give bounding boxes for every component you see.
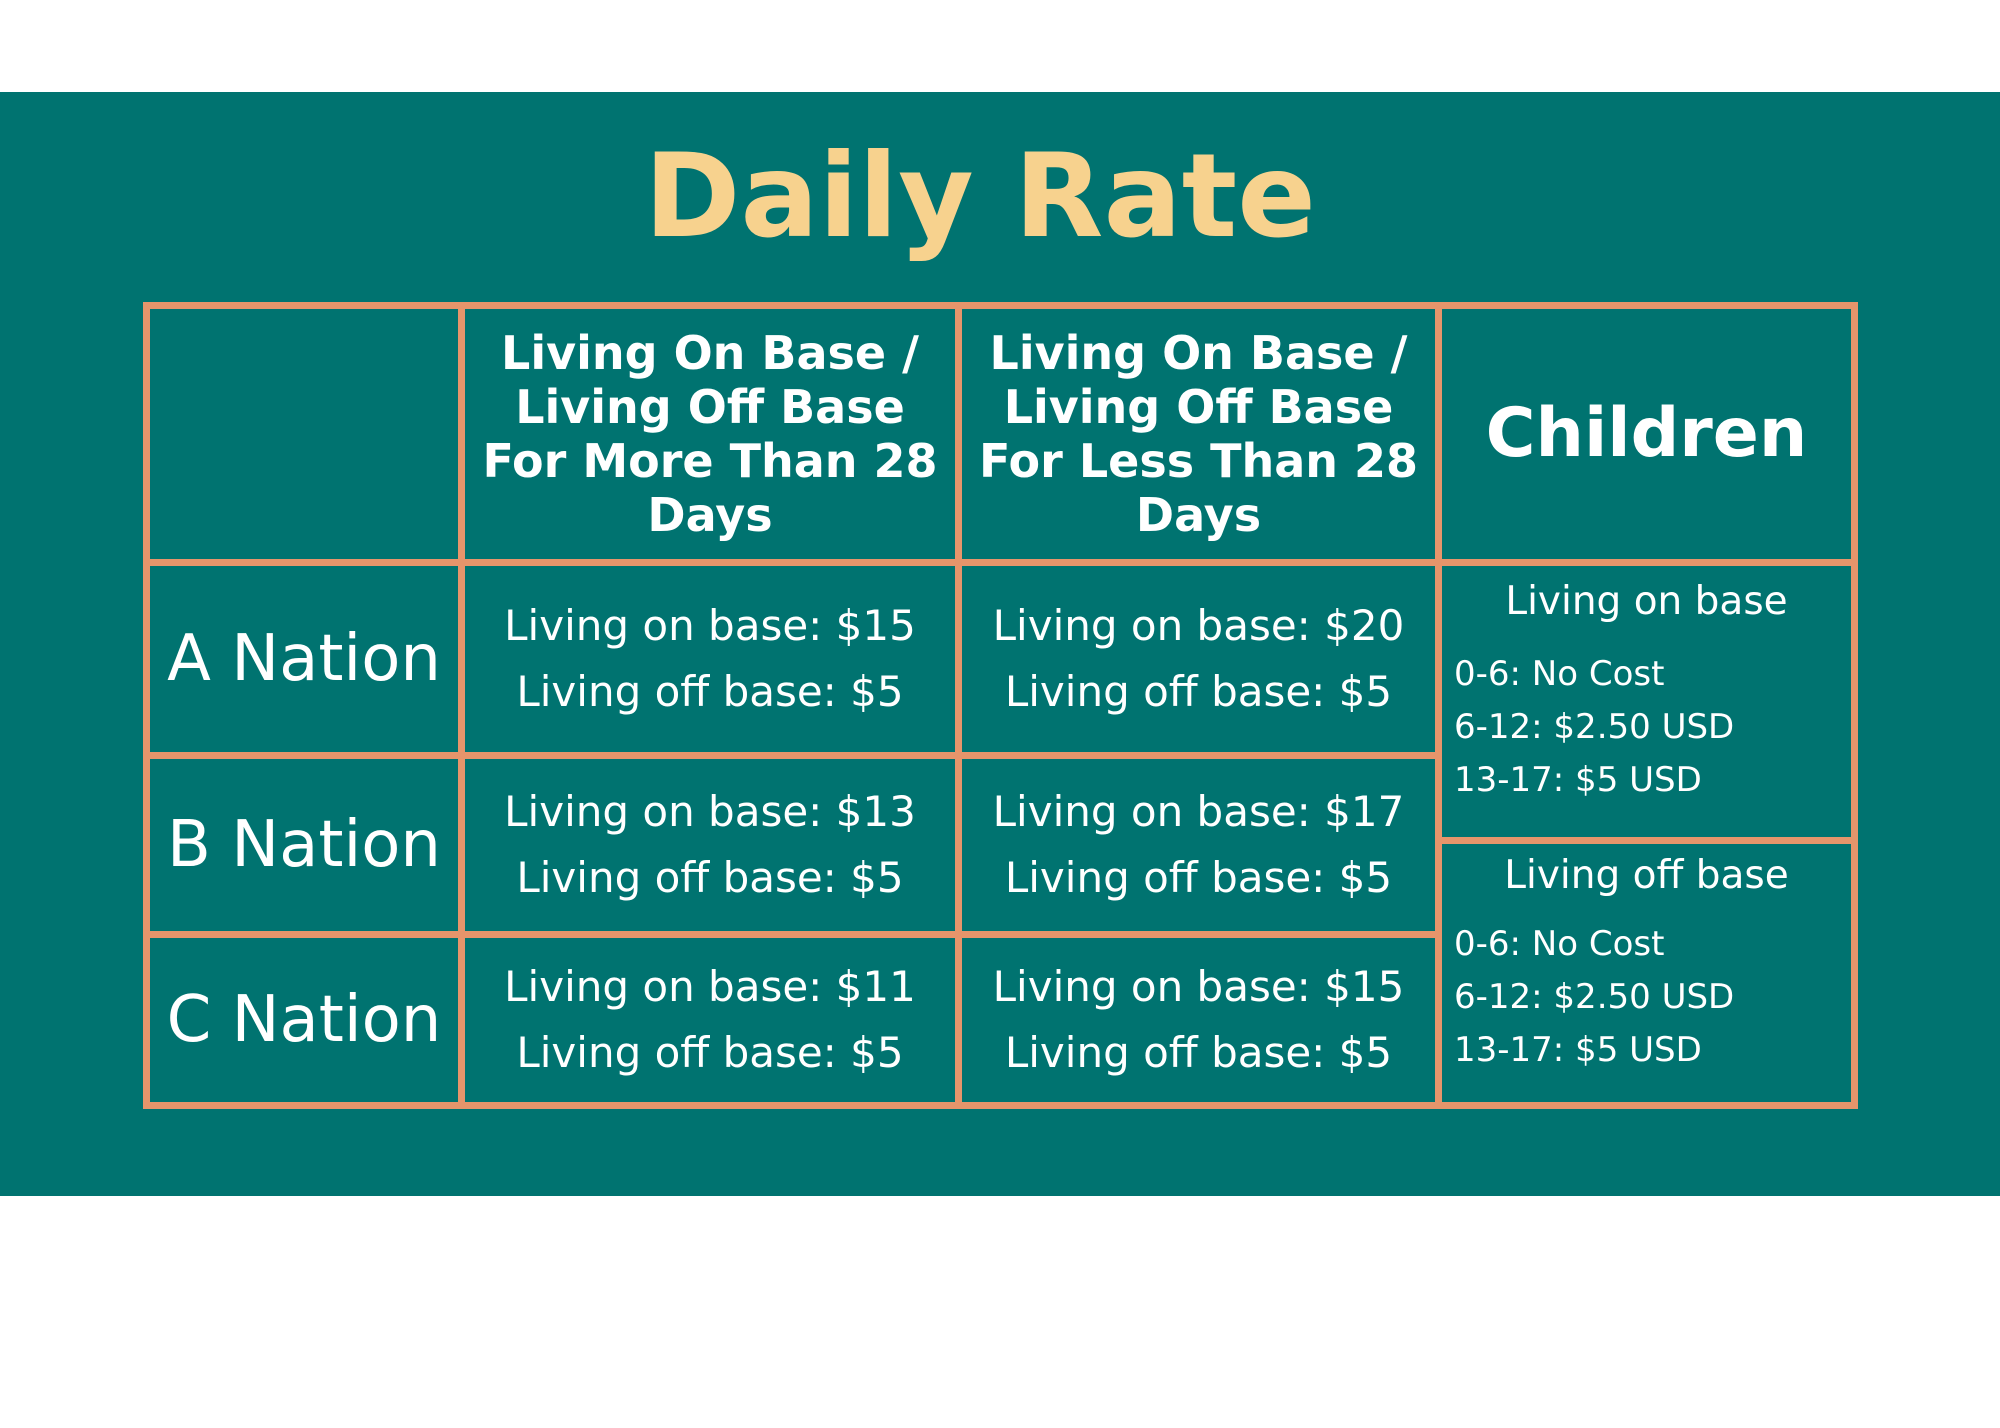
children-age-rate: 0-6: No Cost [1454,924,1665,964]
rate-cell-a-less: Living on base: $20 Living off base: $5 [955,559,1442,759]
rate-cell-a-more: Living on base: $15 Living off base: $5 [458,559,962,759]
rate-off-base: Living off base: $5 [516,667,904,716]
rate-on-base: Living on base: $11 [504,962,916,1011]
header-children-label: Children [1485,394,1808,473]
rate-off-base: Living off base: $5 [516,1028,904,1077]
row-label: B Nation [167,808,441,882]
background-panel [0,92,2000,1196]
header-line: For More Than 28 [482,434,938,488]
page-title: Daily Rate [644,129,1316,264]
rate-off-base: Living off base: $5 [516,853,904,902]
rate-off-base: Living off base: $5 [1004,1028,1393,1077]
children-age-rate: 6-12: $2.50 USD [1454,707,1735,747]
header-line: Living Off Base [515,380,905,434]
row-label-c-nation: C Nation [143,931,465,1109]
header-line: For Less Than 28 [978,434,1419,488]
children-off-base-title: Living off base [1504,853,1789,898]
row-label: A Nation [167,622,441,696]
row-label-b-nation: B Nation [143,752,465,938]
children-age-rate: 6-12: $2.50 USD [1454,977,1735,1017]
rate-off-base: Living off base: $5 [1004,667,1393,716]
rate-cell-b-less: Living on base: $17 Living off base: $5 [955,752,1442,938]
children-on-base-title: Living on base [1505,579,1788,624]
header-col-children: Children [1435,302,1858,566]
header-line: Living On Base / [989,326,1408,380]
header-line: Days [647,488,773,542]
rate-cell-b-more: Living on base: $13 Living off base: $5 [458,752,962,938]
rate-on-base: Living on base: $17 [992,787,1405,836]
rate-cell-c-less: Living on base: $15 Living off base: $5 [955,931,1442,1109]
rate-off-base: Living off base: $5 [1004,853,1393,902]
row-label: C Nation [166,983,442,1057]
children-off-base-cell: Living off base 0-6: No Cost 6-12: $2.50… [1435,837,1858,1109]
header-line: Living On Base / [501,326,919,380]
header-line: Living Off Base [1003,380,1394,434]
children-age-rate: 13-17: $5 USD [1454,760,1702,800]
rate-on-base: Living on base: $15 [992,962,1405,1011]
header-line: Days [1135,488,1262,542]
children-on-base-cell: Living on base 0-6: No Cost 6-12: $2.50 … [1435,559,1858,844]
header-corner-cell [143,302,465,566]
header-col-less-than-28: Living On Base / Living Off Base For Les… [955,302,1442,566]
rate-cell-c-more: Living on base: $11 Living off base: $5 [458,931,962,1109]
rate-on-base: Living on base: $20 [992,601,1405,650]
rate-on-base: Living on base: $13 [504,787,916,836]
header-col-more-than-28: Living On Base / Living Off Base For Mor… [458,302,962,566]
row-label-a-nation: A Nation [143,559,465,759]
rate-on-base: Living on base: $15 [504,601,916,650]
children-age-rate: 13-17: $5 USD [1454,1030,1702,1070]
children-age-rate: 0-6: No Cost [1454,654,1665,694]
